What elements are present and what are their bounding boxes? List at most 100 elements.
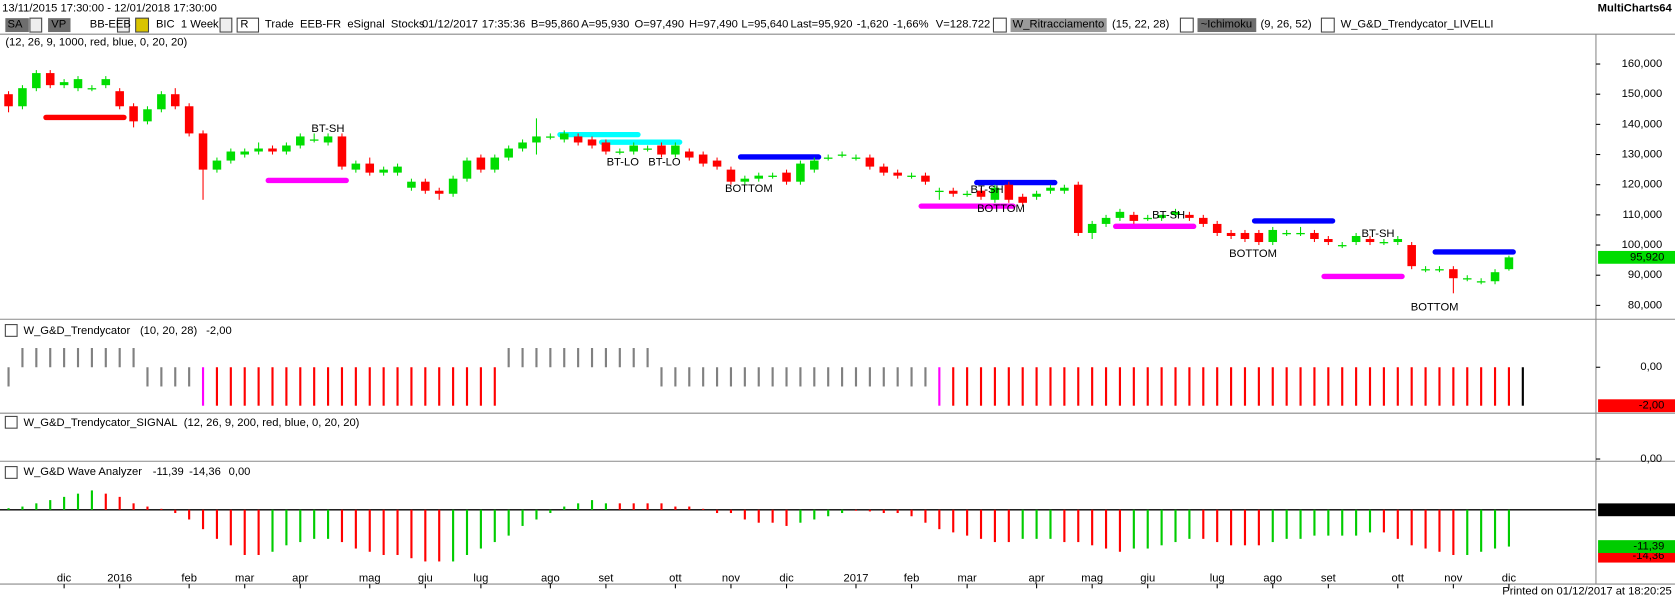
indicator-tag[interactable] bbox=[1197, 18, 1257, 33]
close-button[interactable] bbox=[1320, 17, 1335, 33]
indicator-bar bbox=[1063, 509, 1066, 543]
indicator-bar bbox=[424, 509, 427, 562]
indicator-bar bbox=[1382, 509, 1385, 533]
indicator-bar bbox=[1063, 367, 1066, 406]
indicator-bar bbox=[49, 348, 52, 368]
indicator-bar bbox=[1146, 509, 1149, 549]
toolbar-button[interactable] bbox=[236, 17, 260, 33]
candle-body bbox=[990, 187, 1000, 200]
indicator-bar bbox=[438, 367, 441, 406]
indicator-bar bbox=[1243, 509, 1247, 546]
candle-body bbox=[712, 160, 722, 167]
close-button[interactable] bbox=[4, 466, 18, 479]
indicator-bar bbox=[1341, 509, 1344, 536]
x-tick-label: ago bbox=[541, 573, 560, 585]
x-tick-label: ott bbox=[1392, 573, 1405, 585]
candle-body bbox=[240, 151, 249, 155]
annotation: BOTTOM bbox=[1411, 301, 1459, 313]
indicator-bar bbox=[257, 509, 260, 555]
candle-body bbox=[1504, 257, 1514, 270]
toolbar-item: BB-EEB bbox=[90, 19, 131, 31]
toolbar-button[interactable] bbox=[5, 18, 29, 33]
indicator-bar bbox=[465, 367, 469, 406]
indicator-bar bbox=[174, 367, 177, 387]
toolbar-button[interactable] bbox=[48, 18, 71, 33]
indicator-bar bbox=[799, 367, 802, 387]
candle-body bbox=[101, 79, 111, 86]
toolbar-item: -1,620 bbox=[857, 19, 889, 31]
indicator-bar bbox=[1104, 509, 1108, 549]
indicator-bar bbox=[396, 367, 399, 406]
annotation: BT-SH bbox=[1152, 210, 1185, 222]
close-button[interactable] bbox=[992, 17, 1007, 33]
indicator-bar bbox=[938, 367, 941, 406]
panel-params: (12, 26, 9, 200, red, blue, 0, 20, 20) bbox=[184, 417, 360, 429]
indicator-bar bbox=[577, 348, 580, 368]
dropdown[interactable] bbox=[116, 17, 130, 33]
candle-body bbox=[170, 94, 180, 107]
candle-body bbox=[1060, 187, 1069, 191]
indicator-bar bbox=[1188, 509, 1191, 539]
candle-body bbox=[518, 142, 527, 149]
y-tick-label: 90,000 bbox=[1628, 269, 1662, 281]
panel-params: (10, 20, 28) bbox=[140, 325, 198, 337]
indicator-bar bbox=[1132, 367, 1135, 406]
candle-body bbox=[1143, 217, 1153, 220]
indicator-bar bbox=[396, 509, 399, 555]
indicator-bar bbox=[952, 367, 955, 406]
y-tick-label: 160,000 bbox=[1622, 58, 1663, 70]
candle-body bbox=[1129, 214, 1139, 221]
dropdown[interactable] bbox=[219, 17, 233, 33]
candle-body bbox=[1476, 281, 1486, 283]
candle-body bbox=[407, 181, 416, 188]
indicator-bar bbox=[35, 503, 38, 510]
indicator-bar bbox=[1493, 509, 1497, 549]
x-tick-label: mar bbox=[957, 573, 977, 585]
panel-value: 0,00 bbox=[229, 466, 251, 478]
indicator-bar bbox=[243, 509, 246, 555]
close-button[interactable] bbox=[4, 415, 18, 429]
candle-body bbox=[45, 73, 55, 86]
toolbar-icon[interactable] bbox=[135, 17, 150, 33]
indicator-bar bbox=[729, 509, 733, 514]
indicator-bar bbox=[1480, 367, 1483, 406]
candle-body bbox=[1018, 196, 1027, 203]
toolbar-item: R bbox=[240, 19, 248, 31]
indicator-bar bbox=[743, 367, 746, 387]
candle-body bbox=[1421, 269, 1430, 271]
x-tick-label: set bbox=[1321, 573, 1337, 585]
indicator-bar bbox=[910, 509, 913, 517]
indicator-bar bbox=[1160, 509, 1163, 546]
dropdown[interactable] bbox=[29, 17, 43, 33]
indicator-bar bbox=[271, 367, 274, 406]
indicator-bar bbox=[340, 367, 344, 406]
indicator-tag[interactable] bbox=[1010, 18, 1107, 33]
indicator-bar bbox=[993, 367, 996, 406]
indicator-bar bbox=[1160, 367, 1163, 406]
indicator-bar bbox=[1174, 367, 1177, 406]
x-tick-label: mar bbox=[235, 573, 255, 585]
candle-body bbox=[671, 145, 680, 155]
indicator-bar bbox=[896, 509, 899, 514]
close-button[interactable] bbox=[4, 324, 18, 337]
panel-value: -11,39 bbox=[153, 466, 184, 478]
close-button[interactable] bbox=[1179, 17, 1194, 33]
candle-body bbox=[1379, 242, 1389, 244]
indicator-bar bbox=[7, 367, 10, 387]
indicator-bar bbox=[618, 503, 621, 510]
x-tick-label: nov bbox=[722, 573, 740, 585]
y-tick-label: 0,00 bbox=[1640, 453, 1662, 465]
indicator-bar bbox=[410, 367, 413, 406]
window-title: 13/11/2015 17:30:00 - 12/01/2018 17:30:0… bbox=[2, 3, 217, 15]
indicator-bar bbox=[563, 506, 566, 510]
indicator-bar bbox=[1230, 509, 1233, 546]
indicator-bar bbox=[813, 509, 816, 520]
price-marker bbox=[1598, 399, 1675, 413]
candle-body bbox=[810, 160, 819, 170]
indicator-bar bbox=[799, 509, 802, 523]
indicator-bar bbox=[7, 508, 10, 510]
candle-body bbox=[879, 166, 889, 173]
indicator-bar bbox=[854, 509, 858, 511]
toolbar-item: Last=95,920 bbox=[790, 19, 852, 31]
indicator-bar bbox=[313, 367, 316, 406]
